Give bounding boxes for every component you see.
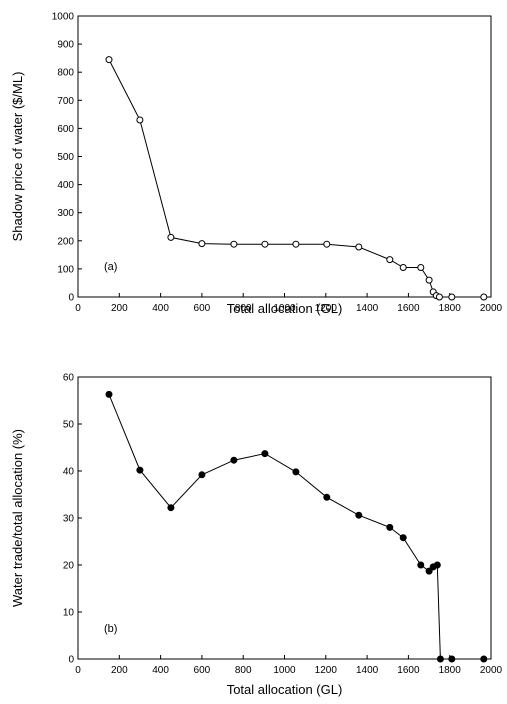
x-tick-label-a: 400	[152, 303, 169, 314]
y-tick-label-b: 50	[63, 420, 75, 431]
x-tick-label-b: 1200	[315, 665, 338, 676]
data-point-b	[448, 655, 456, 663]
data-point-a	[417, 264, 425, 271]
series-line-a	[108, 59, 484, 298]
x-tick-label-b: 1600	[397, 665, 420, 676]
y-tick-label-a: 700	[57, 96, 74, 107]
y-tick-label-a: 500	[57, 152, 74, 163]
x-tick-label-a: 200	[111, 303, 128, 314]
x-axis-ticks-a: 0 200 400 600 800 1000 1200 1400 1600 1800 2000	[75, 293, 503, 314]
y-tick-label-a: 1000	[52, 12, 75, 23]
x-tick-label-a: 2000	[480, 303, 503, 314]
x-tick-label-a: 1000	[273, 303, 296, 314]
data-point-a	[355, 243, 363, 251]
x-tick-label-a: 0	[75, 303, 81, 314]
panel-a: 0 100 200 300 400 500 600 700 800 900 1000 0 200 400…	[10, 12, 503, 317]
data-point-b	[292, 468, 300, 476]
x-tick-label-b: 600	[194, 665, 211, 676]
panel-b: 0 10 20 30 40 50 60 0 200 400 600 800 1000 1200 1400 1…	[10, 373, 503, 698]
x-tick-label-a: 800	[235, 303, 252, 314]
data-point-b	[480, 655, 488, 663]
y-axis-label-b: Water trade/total allocation (%)	[10, 429, 25, 607]
x-tick-label-b: 0	[75, 665, 81, 676]
x-axis-label-a: Total allocation (GL)	[227, 301, 343, 316]
plot-frame-a	[77, 15, 492, 298]
x-tick-label-a: 1600	[397, 303, 420, 314]
x-tick-label-b: 2000	[480, 665, 503, 676]
x-tick-label-b: 400	[152, 665, 169, 676]
data-point-a	[448, 293, 456, 301]
data-point-b	[198, 471, 206, 479]
series-points-b	[105, 390, 488, 663]
data-point-b	[136, 466, 144, 474]
data-point-b	[433, 561, 441, 569]
y-tick-label-a: 0	[68, 293, 74, 304]
x-tick-label-a: 1200	[315, 303, 338, 314]
data-point-b	[399, 534, 407, 542]
data-point-b	[167, 504, 175, 512]
plot-frame-b	[77, 376, 492, 660]
data-point-b	[230, 456, 238, 464]
x-tick-label-a: 1400	[356, 303, 379, 314]
x-tick-label-b: 800	[235, 665, 252, 676]
data-point-a	[323, 240, 331, 248]
x-tick-label-b: 1000	[273, 665, 296, 676]
data-point-a	[435, 293, 443, 301]
y-tick-label-a: 600	[57, 124, 74, 135]
y-tick-label-a: 200	[57, 236, 74, 247]
y-axis-label-a: Shadow price of water ($/ML)	[10, 72, 25, 242]
data-point-b	[417, 561, 425, 569]
data-point-a	[230, 240, 238, 248]
y-axis-ticks-a: 0 100 200 300 400 500 600 700 800 900 1000	[52, 12, 82, 304]
data-point-a	[480, 293, 488, 301]
y-tick-label-a: 800	[57, 68, 74, 79]
x-axis-label-b: Total allocation (GL)	[227, 682, 343, 697]
y-tick-label-a: 300	[57, 208, 74, 219]
data-point-b	[425, 567, 433, 575]
x-tick-label-b: 200	[111, 665, 128, 676]
series-points-a	[105, 56, 488, 301]
x-tick-label-a: 600	[194, 303, 211, 314]
y-tick-label-b: 10	[63, 608, 75, 619]
data-point-b	[355, 511, 363, 519]
data-point-b	[323, 493, 331, 501]
data-point-a	[292, 240, 300, 248]
series-line-b	[108, 394, 484, 660]
y-tick-label-a: 900	[57, 40, 74, 51]
data-point-a	[136, 116, 144, 124]
data-point-b	[105, 390, 113, 398]
y-tick-label-a: 100	[57, 264, 74, 275]
y-tick-label-b: 20	[63, 561, 75, 572]
y-tick-label-b: 30	[63, 514, 75, 525]
y-tick-label-b: 40	[63, 467, 75, 478]
data-point-a	[261, 240, 269, 248]
x-tick-label-a: 1800	[439, 303, 462, 314]
data-point-a	[425, 276, 433, 284]
data-point-b	[436, 655, 444, 663]
y-tick-label-b: 60	[63, 373, 75, 384]
x-axis-ticks-b: 0 200 400 600 800 1000 1200 1400 1600 1800 2000	[75, 655, 503, 676]
data-point-b	[386, 523, 394, 531]
y-tick-label-b: 0	[68, 655, 74, 666]
data-point-a	[167, 233, 175, 241]
y-tick-label-a: 400	[57, 180, 74, 191]
data-point-a	[198, 240, 206, 248]
data-point-a	[386, 256, 394, 264]
panel-label-b: (b)	[104, 623, 117, 635]
data-point-a	[105, 56, 113, 64]
panel-label-a: (a)	[104, 261, 117, 273]
x-tick-label-b: 1400	[356, 665, 379, 676]
data-point-a	[399, 264, 407, 271]
y-axis-ticks-b: 0 10 20 30 40 50 60	[63, 373, 82, 666]
x-tick-label-b: 1800	[439, 665, 462, 676]
data-point-b	[261, 450, 269, 458]
